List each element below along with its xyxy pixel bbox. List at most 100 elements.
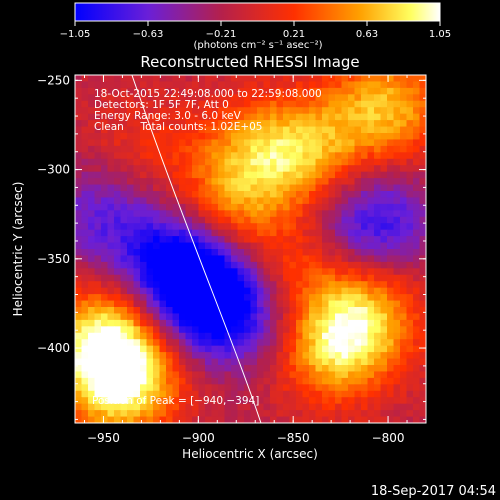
heatmap-cell: [81, 210, 89, 218]
heatmap-cell: [270, 145, 278, 153]
heatmap-cell: [172, 313, 180, 321]
annotation-time-range: 18-Oct-2015 22:49:08.000 to 22:59:08.000: [94, 88, 322, 100]
heatmap-cell: [166, 184, 174, 192]
heatmap-cell: [348, 75, 356, 83]
heatmap-cell: [374, 313, 382, 321]
heatmap-cell: [127, 100, 135, 108]
heatmap-cell: [406, 81, 414, 89]
heatmap-cell: [341, 365, 349, 373]
heatmap-cell: [88, 75, 96, 83]
heatmap-cell: [276, 158, 284, 166]
heatmap-cell: [270, 261, 278, 269]
heatmap-cell: [335, 171, 343, 179]
heatmap-cell: [406, 236, 414, 244]
heatmap-cell: [198, 384, 206, 392]
heatmap-cell: [218, 178, 226, 186]
heatmap-cell: [257, 255, 265, 263]
heatmap-cell: [348, 261, 356, 269]
heatmap-cell: [374, 345, 382, 353]
heatmap-cell: [335, 287, 343, 295]
heatmap-cell: [367, 171, 375, 179]
heatmap-cell: [94, 113, 102, 121]
heatmap-cell: [387, 184, 395, 192]
heatmap-cell: [107, 358, 115, 366]
heatmap-cell: [406, 126, 414, 134]
heatmap-cell: [348, 249, 356, 257]
heatmap-cell: [374, 358, 382, 366]
heatmap-cell: [88, 133, 96, 141]
heatmap-cell: [348, 229, 356, 237]
heatmap-cell: [179, 377, 187, 385]
heatmap-cell: [257, 390, 265, 398]
heatmap-cell: [140, 352, 148, 360]
heatmap-cell: [348, 94, 356, 102]
heatmap-cell: [250, 236, 258, 244]
heatmap-cell: [302, 281, 310, 289]
heatmap-cell: [413, 94, 421, 102]
heatmap-cell: [179, 242, 187, 250]
heatmap-cell: [218, 390, 226, 398]
heatmap-cell: [166, 319, 174, 327]
heatmap-cell: [133, 223, 141, 231]
heatmap-cell: [211, 165, 219, 173]
heatmap-cell: [393, 152, 401, 160]
heatmap-cell: [244, 410, 252, 418]
heatmap-cell: [374, 191, 382, 199]
heatmap-cell: [276, 268, 284, 276]
heatmap-cell: [185, 152, 193, 160]
heatmap-cell: [328, 332, 336, 340]
heatmap-cell: [127, 191, 135, 199]
heatmap-cell: [120, 371, 128, 379]
heatmap-cell: [185, 268, 193, 276]
heatmap-cell: [205, 107, 213, 115]
heatmap-cell: [101, 191, 109, 199]
heatmap-cell: [406, 416, 414, 423]
heatmap-cell: [211, 184, 219, 192]
heatmap-cell: [348, 107, 356, 115]
heatmap-cell: [172, 126, 180, 134]
heatmap-cell: [185, 416, 193, 423]
heatmap-cell: [309, 358, 317, 366]
heatmap-cell: [101, 261, 109, 269]
heatmap-cell: [81, 249, 89, 257]
heatmap-cell: [159, 171, 167, 179]
heatmap-cell: [367, 152, 375, 160]
heatmap-cell: [107, 339, 115, 347]
heatmap-cell: [185, 274, 193, 282]
heatmap-cell: [367, 319, 375, 327]
heatmap-cell: [75, 326, 83, 334]
heatmap-cell: [237, 326, 245, 334]
heatmap-cell: [276, 236, 284, 244]
heatmap-cell: [224, 100, 232, 108]
heatmap-cell: [198, 326, 206, 334]
heatmap-cell: [81, 274, 89, 282]
heatmap-cell: [107, 210, 115, 218]
heatmap-cell: [101, 203, 109, 211]
heatmap-cell: [101, 249, 109, 257]
heatmap-cell: [140, 145, 148, 153]
heatmap-cell: [302, 294, 310, 302]
heatmap-cell: [380, 75, 388, 83]
heatmap-cell: [302, 410, 310, 418]
heatmap-cell: [367, 81, 375, 89]
heatmap-cell: [413, 158, 421, 166]
heatmap-cell: [315, 403, 323, 411]
heatmap-cell: [159, 94, 167, 102]
heatmap-cell: [237, 133, 245, 141]
heatmap-cell: [172, 332, 180, 340]
heatmap-cell: [224, 249, 232, 257]
heatmap-cell: [146, 319, 154, 327]
heatmap-cell: [159, 242, 167, 250]
heatmap-cell: [393, 87, 401, 95]
heatmap-cell: [159, 339, 167, 347]
heatmap-cell: [328, 255, 336, 263]
heatmap-cell: [276, 397, 284, 405]
heatmap-cell: [374, 178, 382, 186]
heatmap-cell: [367, 75, 375, 83]
heatmap-cell: [107, 165, 115, 173]
heatmap-cell: [159, 197, 167, 205]
heatmap-cell: [133, 100, 141, 108]
heatmap-cell: [367, 358, 375, 366]
heatmap-cell: [406, 390, 414, 398]
heatmap-cell: [374, 165, 382, 173]
